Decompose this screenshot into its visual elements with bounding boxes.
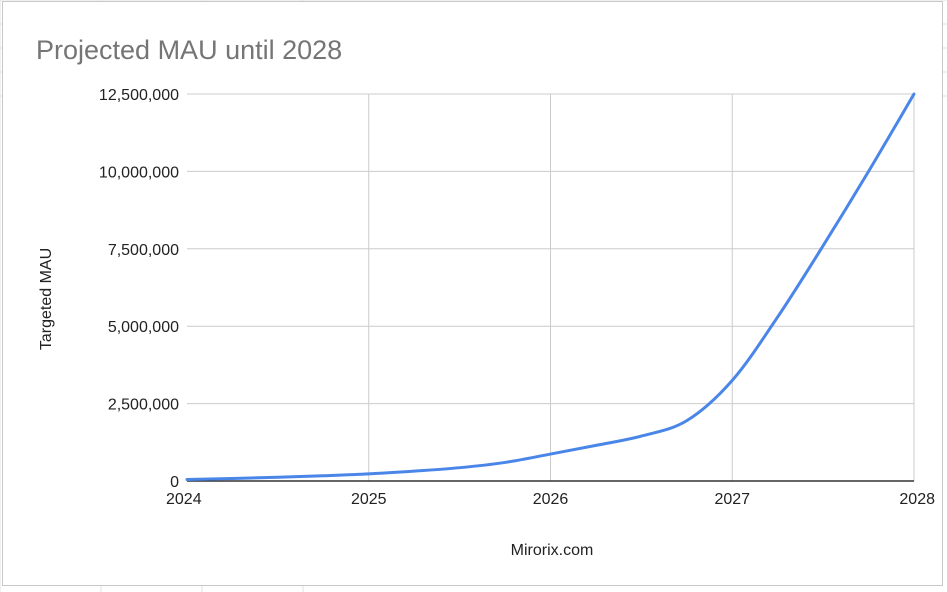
x-tick-label: 2027 xyxy=(714,491,750,508)
y-tick-label: 10,000,000 xyxy=(99,164,179,181)
x-tick-label: 2024 xyxy=(166,491,202,508)
y-tick-label: 7,500,000 xyxy=(108,242,179,259)
y-tick-label: 0 xyxy=(170,474,179,491)
y-tick-label: 5,000,000 xyxy=(108,319,179,336)
x-tick-labels: 2024 2025 2026 2027 2028 xyxy=(166,491,935,508)
gridlines xyxy=(187,93,915,481)
y-tick-label: 2,500,000 xyxy=(108,397,179,414)
x-tick-label: 2025 xyxy=(351,491,387,508)
series-layer xyxy=(185,92,916,481)
line-chart: Projected MAU until 2028 Mirorix.com Tar… xyxy=(36,35,935,559)
y-axis-title: Targeted MAU xyxy=(38,248,55,350)
chart-title: Projected MAU until 2028 xyxy=(36,35,342,65)
series-line xyxy=(185,92,916,481)
x-tick-label: 2026 xyxy=(533,491,569,508)
x-axis-title: Mirorix.com xyxy=(511,542,594,559)
y-tick-label: 12,500,000 xyxy=(99,87,179,104)
x-tick-label: 2028 xyxy=(899,491,935,508)
y-tick-labels: 0 2,500,000 5,000,000 7,500,000 10,000,000 12… xyxy=(99,87,179,491)
